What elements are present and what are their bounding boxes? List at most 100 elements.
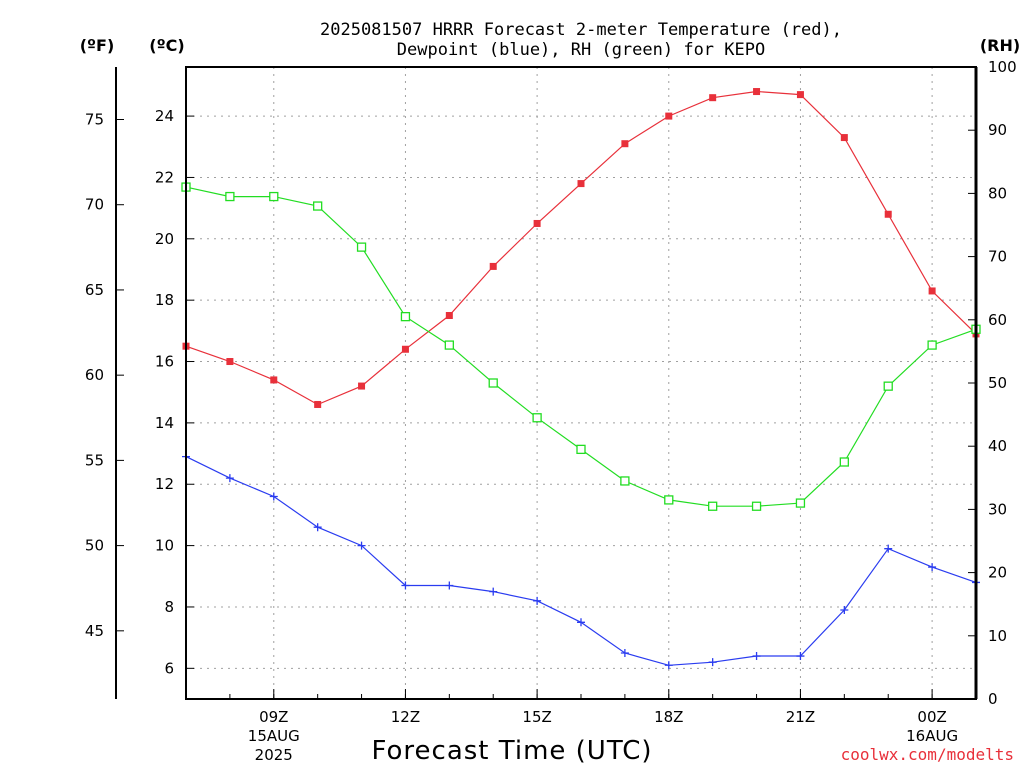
- fahrenheit-tick-label: 45: [85, 622, 104, 640]
- rh-tick-label: 10: [988, 627, 1007, 645]
- data-point-dewpoint: [533, 596, 542, 605]
- series-layer: [181, 88, 981, 670]
- data-point-rh: [795, 498, 806, 508]
- rh-tick-label: 60: [988, 311, 1007, 329]
- data-point-dewpoint: [445, 581, 454, 590]
- data-point-dewpoint: [884, 544, 893, 553]
- rh-tick-label: 20: [988, 564, 1007, 582]
- fahrenheit-tick-label: 50: [85, 537, 104, 555]
- data-point-dewpoint: [620, 648, 629, 657]
- celsius-tick-label: 18: [155, 291, 174, 309]
- x-date-label: 16AUG: [906, 727, 958, 745]
- data-point-rh: [576, 444, 586, 455]
- data-point-temperature: [796, 91, 804, 99]
- celsius-tick-label: 8: [164, 598, 174, 616]
- rh-tick-label: 80: [988, 184, 1007, 202]
- data-point-rh: [664, 495, 674, 505]
- data-point-temperature: [489, 262, 497, 270]
- rh-tick-label: 30: [988, 500, 1007, 518]
- data-point-rh: [225, 191, 235, 202]
- data-point-temperature: [709, 94, 717, 102]
- data-point-rh: [708, 501, 718, 511]
- x-date-label: 2025: [255, 746, 293, 764]
- celsius-tick-label: 22: [155, 168, 174, 186]
- data-point-rh: [313, 201, 323, 211]
- series-line-rh: [185, 186, 977, 507]
- fahrenheit-tick-label: 70: [85, 196, 104, 214]
- x-tick-label: 18Z: [654, 708, 683, 726]
- rh-tick-label: 100: [988, 58, 1017, 76]
- data-point-temperature: [533, 219, 541, 227]
- data-point-dewpoint: [577, 618, 585, 627]
- data-point-dewpoint: [928, 563, 937, 572]
- series-line-temperature: [185, 90, 977, 406]
- data-point-temperature: [226, 358, 234, 366]
- data-point-dewpoint: [269, 492, 278, 501]
- data-point-rh: [488, 378, 498, 388]
- rh-unit-label: (RH): [980, 36, 1020, 55]
- rh-tick-label: 40: [988, 437, 1007, 455]
- celsius-tick-label: 16: [155, 353, 174, 371]
- rh-tick-label: 90: [988, 121, 1007, 139]
- data-point-dewpoint: [313, 523, 322, 532]
- celsius-tick-label: 12: [155, 475, 174, 493]
- data-point-temperature: [577, 180, 585, 188]
- x-tick-label: 21Z: [786, 708, 815, 726]
- data-point-temperature: [928, 287, 936, 295]
- data-point-dewpoint: [752, 652, 761, 661]
- data-point-rh: [751, 501, 762, 511]
- celsius-unit-label: (ºC): [149, 36, 184, 55]
- data-point-temperature: [840, 134, 848, 142]
- data-point-rh: [839, 457, 849, 467]
- data-point-temperature: [314, 400, 322, 408]
- x-date-label: 15AUG: [248, 727, 300, 745]
- x-tick-label: 12Z: [391, 708, 420, 726]
- x-axis-label: Forecast Time (UTC): [371, 736, 652, 766]
- axes: 6 8 10 12 14 16 18 20 22 24 45 50 55 60 65 70 75 0 10 20 30 4…: [85, 58, 1017, 764]
- data-point-temperature: [621, 140, 629, 148]
- chart-title-line-2: Dewpoint (blue), RH (green) for KEPO: [397, 40, 765, 60]
- data-point-rh: [927, 340, 937, 350]
- celsius-tick-label: 14: [155, 414, 174, 432]
- fahrenheit-tick-label: 55: [85, 451, 104, 469]
- data-point-dewpoint: [840, 606, 849, 615]
- rh-tick-label: 70: [988, 248, 1007, 266]
- credit-text: coolwx.com/modelts: [841, 745, 1014, 764]
- data-point-rh: [883, 381, 893, 391]
- chart-title-line-1: 2025081507 HRRR Forecast 2-meter Tempera…: [320, 20, 842, 40]
- data-point-dewpoint: [401, 581, 410, 590]
- data-point-rh: [532, 413, 542, 423]
- fahrenheit-tick-label: 65: [85, 281, 104, 299]
- data-point-dewpoint: [489, 587, 498, 596]
- data-point-dewpoint: [708, 658, 717, 667]
- data-point-rh: [444, 340, 454, 350]
- data-point-rh: [620, 476, 630, 486]
- data-point-temperature: [445, 312, 453, 320]
- data-point-temperature: [401, 345, 409, 353]
- data-point-dewpoint: [664, 661, 673, 670]
- series-line-dewpoint: [185, 456, 977, 666]
- data-point-temperature: [358, 382, 366, 390]
- rh-tick-label: 0: [988, 690, 998, 708]
- data-point-dewpoint: [796, 652, 805, 661]
- x-tick-label: 00Z: [917, 708, 946, 726]
- x-tick-label: 15Z: [522, 708, 551, 726]
- data-point-temperature: [270, 376, 278, 384]
- celsius-tick-label: 20: [155, 230, 174, 248]
- fahrenheit-tick-label: 60: [85, 366, 104, 384]
- data-point-temperature: [753, 88, 761, 96]
- data-point-rh: [400, 311, 411, 322]
- data-point-temperature: [665, 112, 673, 120]
- fahrenheit-tick-label: 75: [85, 110, 104, 128]
- celsius-tick-label: 10: [155, 537, 174, 555]
- x-tick-label: 09Z: [259, 708, 288, 726]
- data-point-rh: [269, 191, 279, 202]
- celsius-tick-label: 6: [164, 659, 174, 677]
- data-point-dewpoint: [225, 474, 234, 483]
- data-point-temperature: [884, 210, 892, 218]
- data-point-dewpoint: [357, 541, 366, 550]
- rh-tick-label: 50: [988, 374, 1007, 392]
- celsius-tick-label: 24: [155, 107, 174, 125]
- fahrenheit-unit-label: (ºF): [80, 36, 115, 55]
